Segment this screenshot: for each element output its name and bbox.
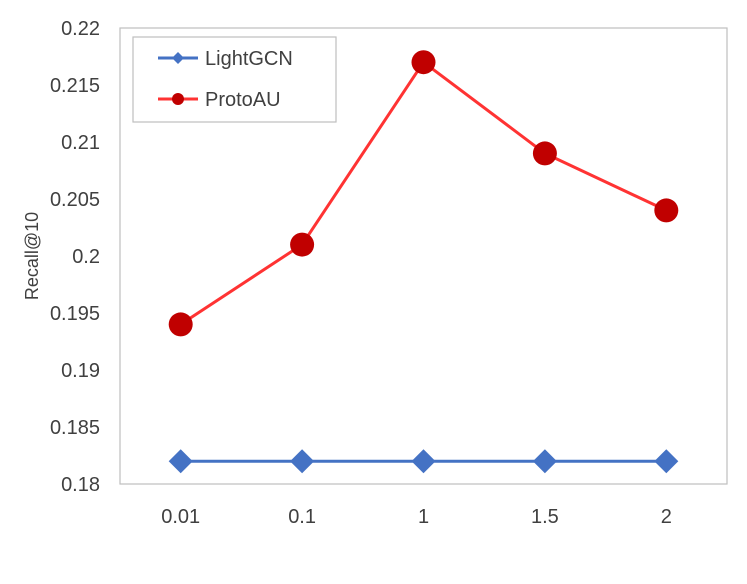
data-point-protoau	[532, 141, 557, 166]
legend-item-protoau: ProtoAU	[158, 89, 281, 111]
x-axis-ticks: 0.01 0.1 1 1.5 2	[161, 506, 672, 528]
data-point-protoau	[654, 198, 679, 223]
y-tick-label: 0.205	[50, 189, 100, 211]
y-tick-label: 0.21	[61, 132, 100, 154]
legend-marker-protoau	[172, 93, 184, 105]
series-protoau	[168, 50, 679, 337]
series-lightgcn	[168, 449, 679, 474]
x-tick-label: 1.5	[531, 506, 559, 528]
x-tick-label: 0.01	[161, 506, 200, 528]
legend-label-protoau: ProtoAU	[205, 89, 281, 111]
y-tick-label: 0.195	[50, 303, 100, 325]
legend-label-lightgcn: LightGCN	[205, 48, 293, 70]
data-point-lightgcn	[168, 449, 193, 474]
legend-box	[132, 36, 337, 123]
y-tick-label: 0.22	[61, 18, 100, 40]
data-point-lightgcn	[290, 449, 315, 474]
legend-marker-lightgcn	[172, 52, 184, 64]
data-point-lightgcn	[411, 449, 436, 474]
y-axis-label: Recall@10	[22, 212, 42, 300]
x-tick-label: 0.1	[288, 506, 316, 528]
y-tick-label: 0.19	[61, 360, 100, 382]
legend-item-lightgcn: LightGCN	[158, 48, 293, 70]
series-layer	[168, 50, 679, 474]
y-tick-label: 0.18	[61, 474, 100, 496]
y-tick-label: 0.185	[50, 417, 100, 439]
x-tick-label: 2	[661, 506, 672, 528]
y-tick-label: 0.2	[72, 246, 100, 268]
y-tick-label: 0.215	[50, 75, 100, 97]
x-tick-label: 1	[418, 506, 429, 528]
legend: LightGCN ProtoAU	[132, 36, 337, 123]
data-point-lightgcn	[654, 449, 679, 474]
data-point-lightgcn	[532, 449, 557, 474]
data-point-protoau	[411, 50, 436, 75]
y-axis-ticks: 0.18 0.185 0.19 0.195 0.2 0.205 0.21 0.215 0.22	[50, 18, 100, 496]
data-point-protoau	[290, 232, 315, 257]
data-point-protoau	[168, 312, 193, 337]
